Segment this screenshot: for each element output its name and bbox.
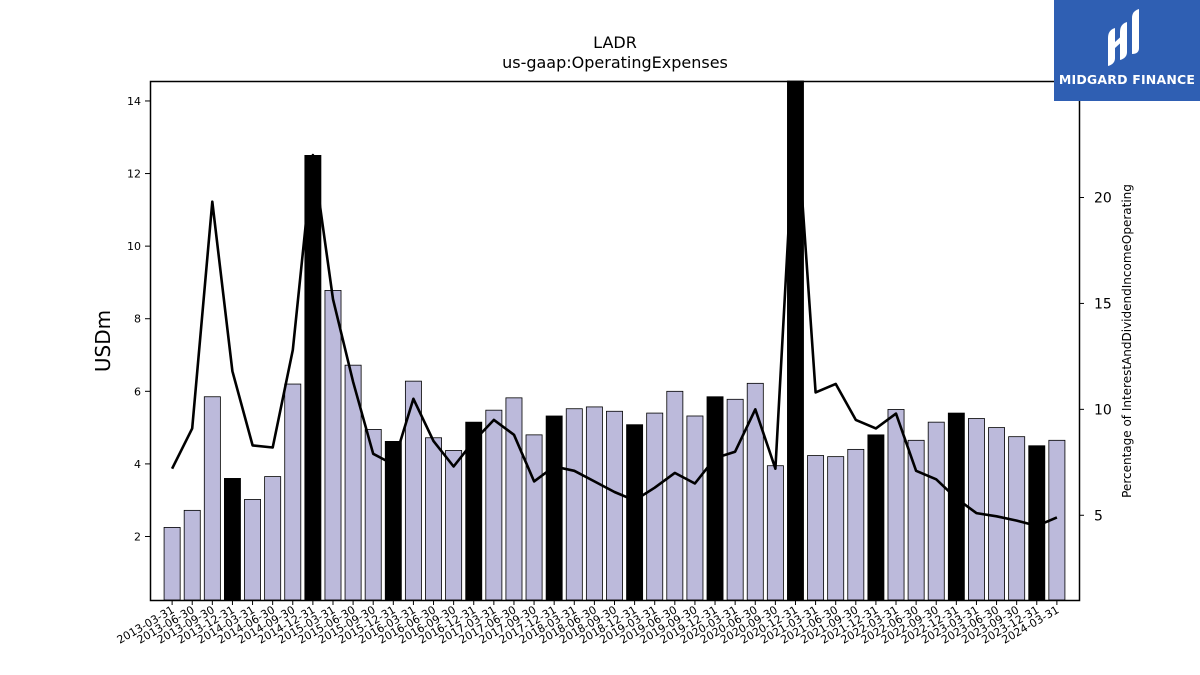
bar <box>525 434 543 601</box>
y2-tick-label: 5 <box>1094 508 1103 524</box>
y2-tick-label: 10 <box>1094 402 1112 418</box>
bar <box>666 390 684 601</box>
bar <box>867 434 885 601</box>
bar <box>324 290 342 601</box>
bar <box>746 382 764 601</box>
bar <box>224 478 241 601</box>
bar <box>646 412 664 601</box>
brand-name: MIDGARD FINANCE <box>1058 72 1196 87</box>
bar <box>827 456 845 601</box>
bar <box>585 406 603 601</box>
bar <box>244 499 261 601</box>
left-axis: 2 4 6 8 10 12 14 <box>127 95 150 543</box>
bar <box>686 415 704 601</box>
y-tick-label: 14 <box>127 95 141 108</box>
bar <box>425 437 442 601</box>
bar <box>726 398 744 601</box>
y-tick-label: 6 <box>134 385 141 398</box>
y2-tick-label: 15 <box>1094 296 1112 312</box>
y-tick-label: 8 <box>134 313 141 326</box>
bar <box>787 80 804 601</box>
bar <box>766 465 784 601</box>
bar <box>163 527 181 601</box>
bars-group <box>163 80 1066 601</box>
bar <box>887 409 905 601</box>
bar <box>485 409 503 601</box>
bar <box>626 424 644 601</box>
y2-tick-label: 20 <box>1094 191 1112 207</box>
bar <box>988 427 1005 601</box>
bar <box>505 397 523 601</box>
bar <box>203 396 221 601</box>
y-tick-label: 2 <box>134 530 141 543</box>
bar <box>565 408 583 601</box>
bar <box>183 509 201 601</box>
line-group <box>170 100 1058 528</box>
y-tick-label: 4 <box>134 458 141 471</box>
chart-title: LADR <box>593 33 637 52</box>
bar <box>284 383 302 601</box>
y-tick-label: 12 <box>127 168 141 181</box>
bar <box>807 455 825 601</box>
y2-axis-label: Percentage of InterestAndDividendIncomeO… <box>1120 184 1134 498</box>
chart-subtitle: us-gaap:OperatingExpenses <box>502 53 728 72</box>
bar <box>907 439 925 601</box>
y-axis-label: USDm <box>91 310 115 372</box>
bar <box>606 410 623 601</box>
bar <box>927 421 945 601</box>
bar <box>706 396 724 601</box>
ratio-line <box>170 100 1058 528</box>
brand-logo: MIDGARD FINANCE <box>1054 0 1200 101</box>
bar <box>445 450 463 601</box>
midgard-logo-icon <box>1108 9 1139 66</box>
x-axis: 2013-03-312013-06-302013-09-302013-12-31… <box>115 600 1061 647</box>
bar <box>847 448 865 601</box>
bar <box>947 412 965 601</box>
right-axis: 5 10 15 20 <box>1079 191 1112 524</box>
y-tick-label: 10 <box>127 240 141 253</box>
bar <box>264 476 282 601</box>
bar <box>545 415 563 601</box>
